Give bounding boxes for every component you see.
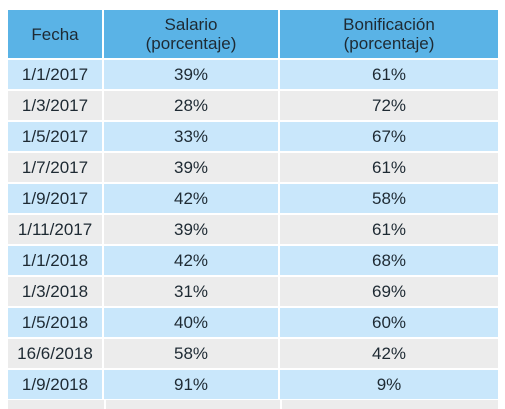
cell-salary: 39% [104,215,280,244]
cell-bonus: 61% [280,215,498,244]
cell-date: 1/9/2017 [8,184,104,213]
cell-bonus: 61% [280,153,498,182]
table-row: 1/5/2018 40% 60% [8,308,498,337]
table-row: 1/1/2017 39% 61% [8,60,498,89]
cell-salary: 91% [104,370,280,399]
table-body: 1/1/2017 39% 61% 1/3/2017 28% 72% 1/5/2017 33% 6… [8,60,498,399]
cell-date: 1/11/2017 [8,215,104,244]
cell-date: 1/3/2017 [8,91,104,120]
trailing-cell-date [8,400,104,409]
column-header-salary-line2: (porcentaje) [145,34,237,53]
cell-bonus: 9% [280,370,498,399]
cell-salary: 40% [104,308,280,337]
column-header-bonus-line2: (porcentaje) [343,34,435,53]
cell-salary: 31% [104,277,280,306]
cell-date: 1/9/2018 [8,370,104,399]
column-header-date-label: Fecha [31,24,79,44]
column-header-date: Fecha [8,10,104,58]
cell-bonus: 68% [280,246,498,275]
trailing-cell-salary [106,400,280,409]
cell-salary: 42% [104,184,280,213]
cell-salary: 39% [104,153,280,182]
cell-bonus: 60% [280,308,498,337]
column-header-salary: Salario (porcentaje) [104,10,280,58]
table-row: 1/9/2018 91% 9% [8,370,498,399]
cell-date: 1/1/2018 [8,246,104,275]
cell-date: 1/1/2017 [8,60,104,89]
cell-date: 1/7/2017 [8,153,104,182]
cell-bonus: 67% [280,122,498,151]
table-row: 1/11/2017 39% 61% [8,215,498,244]
column-header-salary-line1: Salario [164,15,218,34]
salary-bonus-table: Fecha Salario (porcentaje) Bonificación … [8,8,498,401]
cell-bonus: 72% [280,91,498,120]
table-row: 1/3/2017 28% 72% [8,91,498,120]
trailing-cell-bonus [282,400,498,409]
table-row: 1/7/2017 39% 61% [8,153,498,182]
cell-bonus: 58% [280,184,498,213]
cell-date: 1/5/2017 [8,122,104,151]
cell-bonus: 42% [280,339,498,368]
cell-salary: 39% [104,60,280,89]
table-row: 1/3/2018 31% 69% [8,277,498,306]
column-header-bonus: Bonificación (porcentaje) [280,10,498,58]
data-table-container: Fecha Salario (porcentaje) Bonificación … [8,8,498,401]
table-trailing-row [8,400,498,409]
table-row: 1/5/2017 33% 67% [8,122,498,151]
cell-bonus: 69% [280,277,498,306]
cell-salary: 33% [104,122,280,151]
cell-salary: 42% [104,246,280,275]
table-row: 1/9/2017 42% 58% [8,184,498,213]
cell-date: 1/5/2018 [8,308,104,337]
table-header-row: Fecha Salario (porcentaje) Bonificación … [8,10,498,58]
cell-salary: 58% [104,339,280,368]
column-header-bonus-line1: Bonificación [343,15,435,34]
cell-bonus: 61% [280,60,498,89]
table-row: 16/6/2018 58% 42% [8,339,498,368]
cell-date: 1/3/2018 [8,277,104,306]
cell-salary: 28% [104,91,280,120]
cell-date: 16/6/2018 [8,339,104,368]
table-row: 1/1/2018 42% 68% [8,246,498,275]
